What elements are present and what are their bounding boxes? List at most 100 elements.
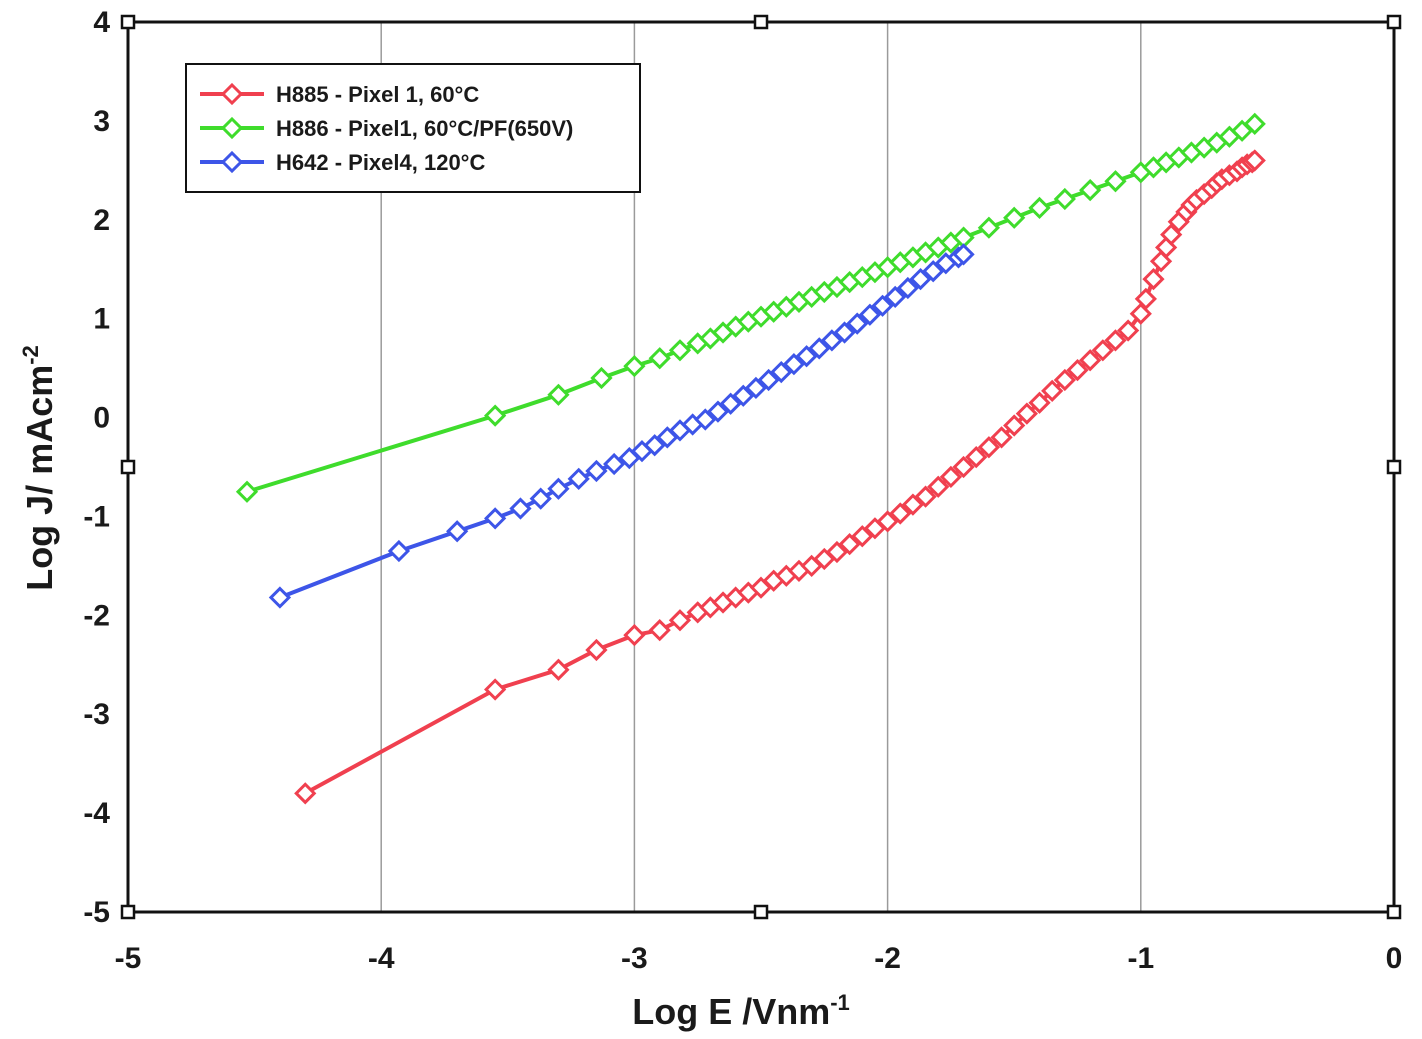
x-tick-label: -2	[874, 942, 901, 975]
y-tick-label: -4	[83, 797, 110, 830]
data-point	[529, 487, 552, 510]
data-point	[1079, 178, 1102, 202]
data-point	[567, 467, 590, 490]
data-point	[706, 400, 730, 423]
legend-label: H885 - Pixel 1, 60°C	[276, 82, 479, 107]
legend-label: H642 - Pixel4, 120°C	[276, 150, 485, 175]
data-point	[952, 243, 975, 266]
selection-handle	[120, 459, 136, 475]
legend-marker	[220, 82, 244, 106]
data-point	[901, 493, 925, 516]
data-point	[603, 452, 626, 476]
y-axis-title: Log J/ mAcm-2	[18, 345, 60, 591]
data-point	[990, 426, 1013, 449]
data-point	[1015, 402, 1038, 425]
legend-marker	[220, 116, 244, 140]
y-tick-label: -2	[83, 599, 110, 632]
series-2	[235, 112, 1266, 503]
data-point	[1160, 223, 1183, 246]
data-point	[268, 586, 292, 609]
data-point	[1117, 319, 1140, 342]
selection-handle	[120, 904, 136, 920]
data-point	[668, 609, 692, 632]
data-point	[446, 520, 469, 543]
x-tick-label: -5	[115, 942, 142, 975]
selection-handle	[120, 14, 136, 30]
y-axis-title-sup: -2	[18, 345, 43, 365]
x-axis-title: Log E /Vnm-1	[632, 990, 850, 1032]
data-point	[889, 502, 912, 525]
data-point	[1066, 358, 1089, 382]
data-point	[1142, 267, 1165, 291]
data-point	[719, 392, 742, 415]
data-point	[757, 368, 780, 392]
x-tick-label: -3	[621, 942, 648, 975]
data-point	[484, 678, 507, 701]
data-point	[694, 408, 717, 431]
data-point	[896, 276, 919, 300]
data-point	[851, 525, 874, 548]
data-point	[927, 475, 950, 498]
legend-marker	[220, 150, 244, 174]
data-point	[977, 436, 1001, 459]
selection-handles	[120, 14, 1402, 920]
data-point	[744, 376, 768, 400]
data-point	[922, 260, 945, 283]
data-point	[1053, 368, 1076, 392]
data-point	[1091, 339, 1114, 362]
data-point	[939, 465, 963, 489]
data-point	[648, 619, 671, 642]
x-axis-ticks: -5 -4 -3 -2 -1 0	[115, 942, 1403, 975]
data-point	[585, 459, 608, 483]
legend: H885 - Pixel 1, 60°C H886 - Pixel1, 60°C/…	[185, 63, 641, 193]
x-tick-label: -4	[368, 942, 395, 975]
data-point	[1243, 112, 1266, 135]
data-point	[509, 497, 532, 520]
data-point	[668, 339, 692, 362]
y-tick-label: 2	[93, 204, 110, 237]
x-axis-title-text: Log E /Vnm	[632, 991, 830, 1032]
y-tick-label: 1	[93, 303, 110, 336]
data-point	[1149, 250, 1173, 273]
data-point	[977, 216, 1001, 239]
data-point	[1028, 391, 1051, 414]
data-point	[1104, 170, 1127, 193]
selection-handle	[1386, 14, 1402, 30]
data-point	[825, 540, 849, 564]
selection-handle	[1386, 459, 1402, 475]
selection-handle	[753, 14, 769, 30]
series-group	[235, 112, 1266, 805]
data-point	[235, 480, 259, 503]
data-point	[590, 366, 613, 390]
y-tick-label: -3	[83, 698, 110, 731]
data-point	[820, 329, 844, 352]
data-point	[965, 445, 988, 469]
data-point	[808, 337, 831, 360]
data-point	[871, 294, 894, 317]
data-point	[833, 321, 856, 344]
legend-item: H885 - Pixel 1, 60°C	[200, 82, 479, 107]
data-point	[547, 383, 570, 406]
x-tick-label: -1	[1127, 942, 1154, 975]
y-tick-label: 4	[93, 6, 110, 39]
y-tick-label: 3	[93, 105, 110, 138]
y-tick-label: -1	[83, 500, 110, 533]
data-point	[585, 638, 608, 662]
data-point	[387, 539, 411, 563]
data-point	[547, 658, 570, 681]
selection-handle	[1386, 904, 1402, 920]
y-axis-title-text: Log J/ mAcm	[19, 365, 60, 591]
legend-item: H642 - Pixel4, 120°C	[200, 150, 485, 175]
data-point	[1028, 196, 1051, 220]
data-point	[648, 347, 671, 370]
data-point	[795, 345, 818, 368]
data-point	[876, 510, 899, 533]
data-point	[1079, 349, 1102, 372]
data-point	[846, 312, 869, 335]
data-point	[914, 485, 937, 508]
data-point	[1003, 414, 1026, 437]
data-point	[909, 267, 932, 291]
data-point	[547, 477, 570, 500]
y-axis-ticks: 4 3 2 1 0 -1 -2 -3 -4 -5	[83, 6, 110, 929]
